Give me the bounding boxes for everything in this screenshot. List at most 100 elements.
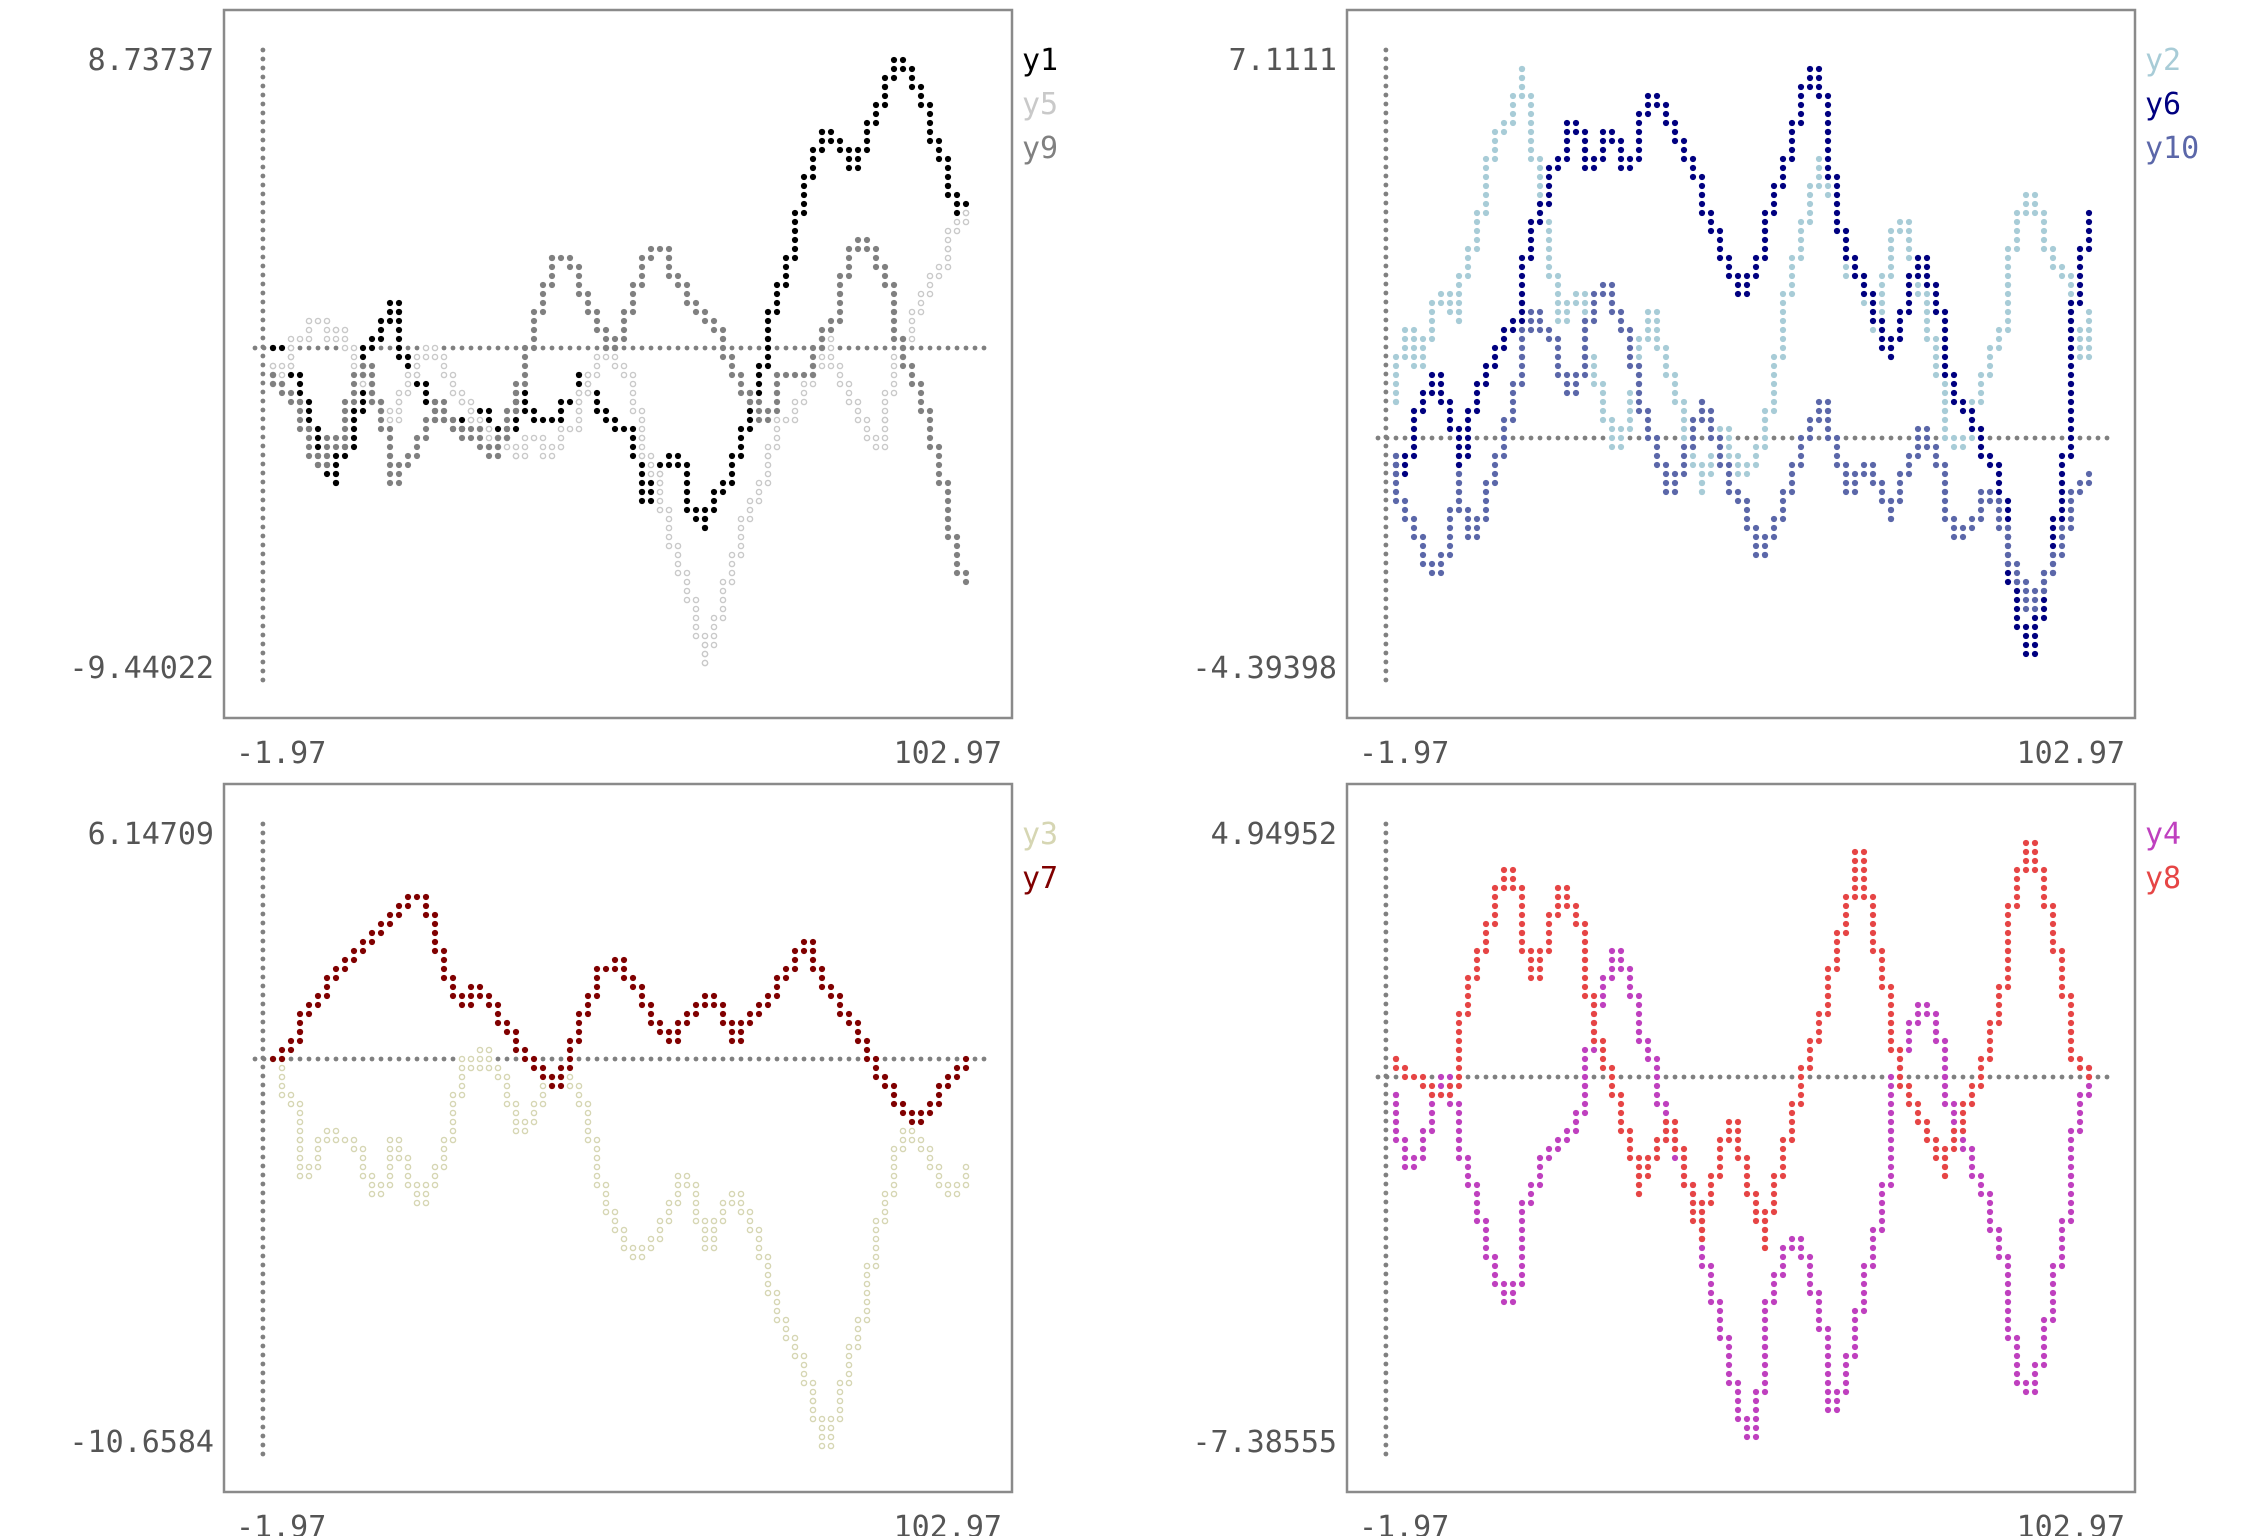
- data-point: [512, 443, 520, 451]
- data-point: [764, 362, 772, 370]
- data-point: [944, 479, 952, 487]
- data-point: [890, 326, 898, 334]
- data-point: [386, 920, 394, 928]
- data-point: [1995, 326, 2003, 334]
- data-point: [386, 308, 394, 316]
- data-point: [440, 416, 448, 424]
- y-axis-dot: [1383, 1181, 1389, 1187]
- data-point: [593, 983, 601, 991]
- data-point: [1842, 902, 1850, 910]
- data-point: [2022, 623, 2030, 631]
- data-point: [1437, 398, 1445, 406]
- y-axis-dot: [1383, 182, 1389, 188]
- data-point: [1527, 245, 1535, 253]
- data-point: [1419, 1127, 1427, 1135]
- data-point: [341, 398, 349, 406]
- data-point: [2058, 1217, 2066, 1225]
- data-point: [1824, 92, 1832, 100]
- data-point: [593, 1154, 601, 1162]
- data-point: [1833, 938, 1841, 946]
- data-point: [305, 398, 313, 406]
- x-axis-dot: [1600, 1074, 1606, 1080]
- data-point: [1878, 1199, 1886, 1207]
- data-point: [1446, 416, 1454, 424]
- data-point: [1527, 155, 1535, 163]
- data-point: [638, 452, 646, 460]
- data-point: [845, 272, 853, 280]
- data-point: [2067, 1037, 2075, 1045]
- data-point: [1536, 209, 1544, 217]
- data-point: [1734, 281, 1742, 289]
- data-point: [1518, 299, 1526, 307]
- data-point: [1752, 524, 1760, 532]
- data-point: [1653, 1145, 1661, 1153]
- data-point: [863, 1316, 871, 1324]
- data-point: [755, 389, 763, 397]
- data-point: [674, 1019, 682, 1027]
- data-point: [1464, 1001, 1472, 1009]
- data-point: [332, 326, 340, 334]
- data-point: [1806, 1262, 1814, 1270]
- data-point: [1896, 1064, 1904, 1072]
- data-point: [1662, 110, 1670, 118]
- data-point: [395, 299, 403, 307]
- data-point: [2013, 587, 2021, 595]
- data-point: [701, 632, 709, 640]
- x-axis-dot: [1870, 435, 1876, 441]
- x-tick-max: 102.97: [2017, 736, 2125, 771]
- data-point: [503, 1100, 511, 1108]
- data-point: [800, 371, 808, 379]
- data-point: [755, 497, 763, 505]
- y-axis-dot: [260, 1325, 266, 1331]
- data-point: [1572, 380, 1580, 388]
- data-point: [1896, 335, 1904, 343]
- data-point: [1572, 119, 1580, 127]
- data-point: [1500, 1298, 1508, 1306]
- data-point: [2013, 893, 2021, 901]
- data-point: [1635, 353, 1643, 361]
- data-point: [908, 1136, 916, 1144]
- x-axis-dot: [513, 345, 519, 351]
- data-point: [485, 425, 493, 433]
- data-point: [1887, 1010, 1895, 1018]
- data-point: [773, 974, 781, 982]
- data-point: [1950, 533, 1958, 541]
- data-point: [1761, 218, 1769, 226]
- data-point: [1455, 443, 1463, 451]
- x-axis-dot: [1375, 1074, 1381, 1080]
- data-point: [926, 272, 934, 280]
- x-axis-dot: [1636, 1074, 1642, 1080]
- x-axis-dot: [810, 1056, 816, 1062]
- data-point: [1581, 317, 1589, 325]
- data-point: [1788, 263, 1796, 271]
- y-axis-dot: [260, 434, 266, 440]
- data-point: [1842, 1388, 1850, 1396]
- data-point: [350, 425, 358, 433]
- y-axis-dot: [1383, 353, 1389, 359]
- data-point: [2004, 974, 2012, 982]
- data-point: [458, 398, 466, 406]
- y-axis-dot: [260, 461, 266, 467]
- x-axis-dot: [1483, 1074, 1489, 1080]
- data-point: [1671, 137, 1679, 145]
- y-axis-dot: [260, 1388, 266, 1394]
- data-point: [1824, 416, 1832, 424]
- data-point: [728, 461, 736, 469]
- data-point: [791, 236, 799, 244]
- data-point: [1419, 560, 1427, 568]
- data-point: [2067, 1181, 2075, 1189]
- data-point: [395, 398, 403, 406]
- data-point: [521, 389, 529, 397]
- data-point: [809, 947, 817, 955]
- data-point: [647, 254, 655, 262]
- data-point: [845, 389, 853, 397]
- data-point: [1977, 452, 1985, 460]
- data-point: [1743, 1181, 1751, 1189]
- data-point: [431, 353, 439, 361]
- data-point: [701, 308, 709, 316]
- x-axis-dot: [2068, 1074, 2074, 1080]
- data-point: [656, 1019, 664, 1027]
- data-point: [2040, 569, 2048, 577]
- data-point: [1815, 173, 1823, 181]
- data-point: [701, 1235, 709, 1243]
